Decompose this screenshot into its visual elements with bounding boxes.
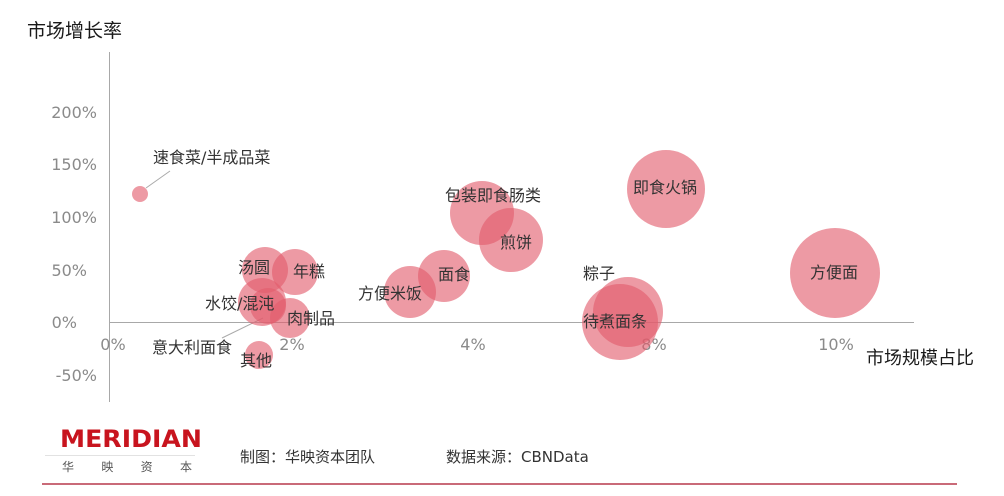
logo-char: 本 (179, 460, 192, 474)
bubble-面食[interactable] (418, 250, 470, 302)
y-tick: 50% (51, 261, 87, 280)
bubble-label: 待煮面条 (583, 312, 648, 331)
y-axis-line (109, 52, 110, 402)
bubble-肉制品[interactable] (270, 298, 310, 338)
bubble-label: 意大利面食 (152, 338, 233, 357)
logo-char: 映 (101, 460, 114, 474)
x-tick: 10% (818, 335, 854, 354)
logo-char: 资 (140, 460, 153, 474)
logo-divider (45, 455, 195, 456)
x-tick: 4% (460, 335, 486, 354)
bubble-label: 煎饼 (500, 233, 533, 252)
chart-credit: 制图：华映资本团队 (240, 448, 376, 466)
bubble-label: 面食 (438, 265, 471, 284)
logo-wordmark: MERIDIAN (60, 425, 202, 453)
x-tick: 2% (279, 335, 305, 354)
bubble-方便面[interactable] (790, 228, 880, 318)
y-tick: 150% (51, 155, 97, 174)
bubble-label: 即食火锅 (633, 178, 698, 197)
bubble-label: 速食菜/半成品菜 (153, 148, 271, 167)
y-tick: 200% (51, 103, 97, 122)
logo-chinese: 华 映 资 本 (60, 458, 192, 475)
bubble-label: 汤圆 (238, 258, 271, 277)
bubble-label: 其他 (240, 351, 273, 370)
footer-divider (42, 483, 957, 485)
y-axis-title: 市场增长率 (27, 20, 123, 42)
bubble-label: 方便米饭 (358, 284, 423, 303)
data-source: 数据来源：CBNData (446, 448, 589, 466)
x-tick: 0% (100, 335, 126, 354)
bubble-即食火锅[interactable] (627, 150, 705, 228)
bubble-label: 肉制品 (287, 309, 336, 328)
bubble-label: 年糕 (293, 262, 326, 281)
bubble-label: 方便面 (810, 263, 859, 282)
bubble-label: 水饺/混沌 (205, 294, 275, 313)
bubble-label: 粽子 (583, 264, 616, 283)
bubble-label: 包装即食肠类 (445, 186, 542, 205)
y-tick: -50% (55, 366, 97, 385)
x-axis-title: 市场规模占比 (866, 348, 974, 369)
x-axis-line (109, 322, 914, 323)
y-tick: 100% (51, 208, 97, 227)
bubble-速食菜[interactable] (132, 186, 148, 202)
bubble-煎饼[interactable] (479, 208, 543, 272)
meridian-logo: MERIDIAN 华 映 资 本 (60, 426, 202, 475)
bubble-其他[interactable] (245, 341, 273, 369)
bubble-待煮面条[interactable] (582, 284, 658, 360)
y-tick: 0% (51, 313, 77, 332)
logo-char: 华 (62, 460, 75, 474)
